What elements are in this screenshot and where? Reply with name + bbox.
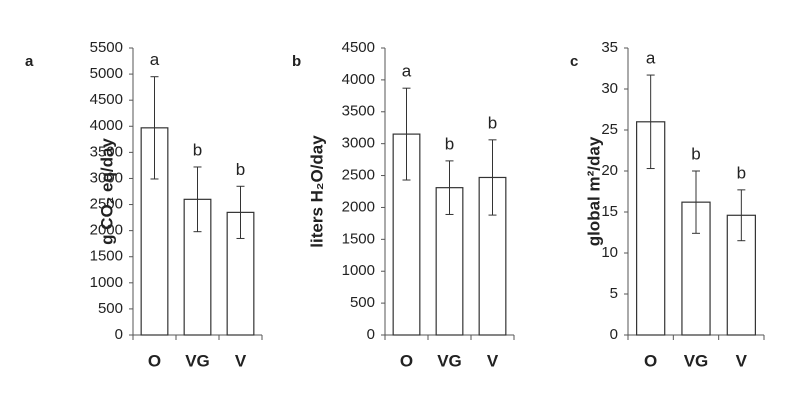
x-tick-label: O <box>644 351 657 370</box>
y-tick-label: 0 <box>367 326 375 343</box>
y-tick-label: 2500 <box>342 167 375 184</box>
x-tick-label: VG <box>437 351 462 370</box>
y-tick-label: 5000 <box>90 65 123 82</box>
y-tick-label: 0 <box>610 326 618 343</box>
significance-letter: a <box>150 50 160 69</box>
y-tick-label: 3000 <box>90 169 123 186</box>
x-tick-label: O <box>148 351 161 370</box>
y-tick-label: 10 <box>601 244 618 261</box>
y-axis-label: liters H₂O/day <box>307 135 326 248</box>
y-tick-label: 4500 <box>90 91 123 108</box>
y-tick-label: 4000 <box>342 71 375 88</box>
y-tick-label: 500 <box>350 294 375 311</box>
y-tick-label: 15 <box>601 203 618 220</box>
x-tick-label: O <box>400 351 413 370</box>
y-tick-label: 1000 <box>90 274 123 291</box>
x-tick-label: V <box>487 351 499 370</box>
y-axis-label: global m²/day <box>584 136 603 246</box>
y-tick-label: 25 <box>601 121 618 138</box>
y-tick-label: 5500 <box>90 39 123 56</box>
y-tick-label: 3500 <box>90 143 123 160</box>
y-axis-label: g CO₂ eq/day <box>97 138 116 245</box>
y-tick-label: 4000 <box>90 117 123 134</box>
y-tick-label: 1000 <box>342 262 375 279</box>
panel-label: a <box>25 53 34 70</box>
y-tick-label: 3500 <box>342 103 375 120</box>
y-tick-label: 3000 <box>342 135 375 152</box>
y-tick-label: 2000 <box>342 198 375 215</box>
panel-label: c <box>570 53 578 70</box>
y-tick-label: 30 <box>601 80 618 97</box>
y-tick-label: 0 <box>115 326 123 343</box>
x-tick-label: V <box>736 351 748 370</box>
y-tick-label: 20 <box>601 162 618 179</box>
y-tick-label: 4500 <box>342 39 375 56</box>
panel-label: b <box>292 53 301 70</box>
y-tick-label: 1500 <box>342 230 375 247</box>
significance-letter: a <box>402 62 412 81</box>
significance-letter: b <box>193 140 202 159</box>
y-tick-label: 2500 <box>90 196 123 213</box>
y-tick-label: 35 <box>601 39 618 56</box>
x-tick-label: V <box>235 351 247 370</box>
x-tick-label: VG <box>684 351 709 370</box>
significance-letter: b <box>691 144 700 163</box>
significance-letter: b <box>488 113 497 132</box>
significance-letter: b <box>445 134 454 153</box>
x-tick-label: VG <box>185 351 210 370</box>
significance-letter: b <box>737 163 746 182</box>
y-tick-label: 500 <box>98 300 123 317</box>
y-tick-label: 5 <box>610 285 618 302</box>
y-tick-label: 1500 <box>90 248 123 265</box>
y-tick-label: 2000 <box>90 222 123 239</box>
significance-letter: a <box>646 49 656 68</box>
significance-letter: b <box>236 160 245 179</box>
